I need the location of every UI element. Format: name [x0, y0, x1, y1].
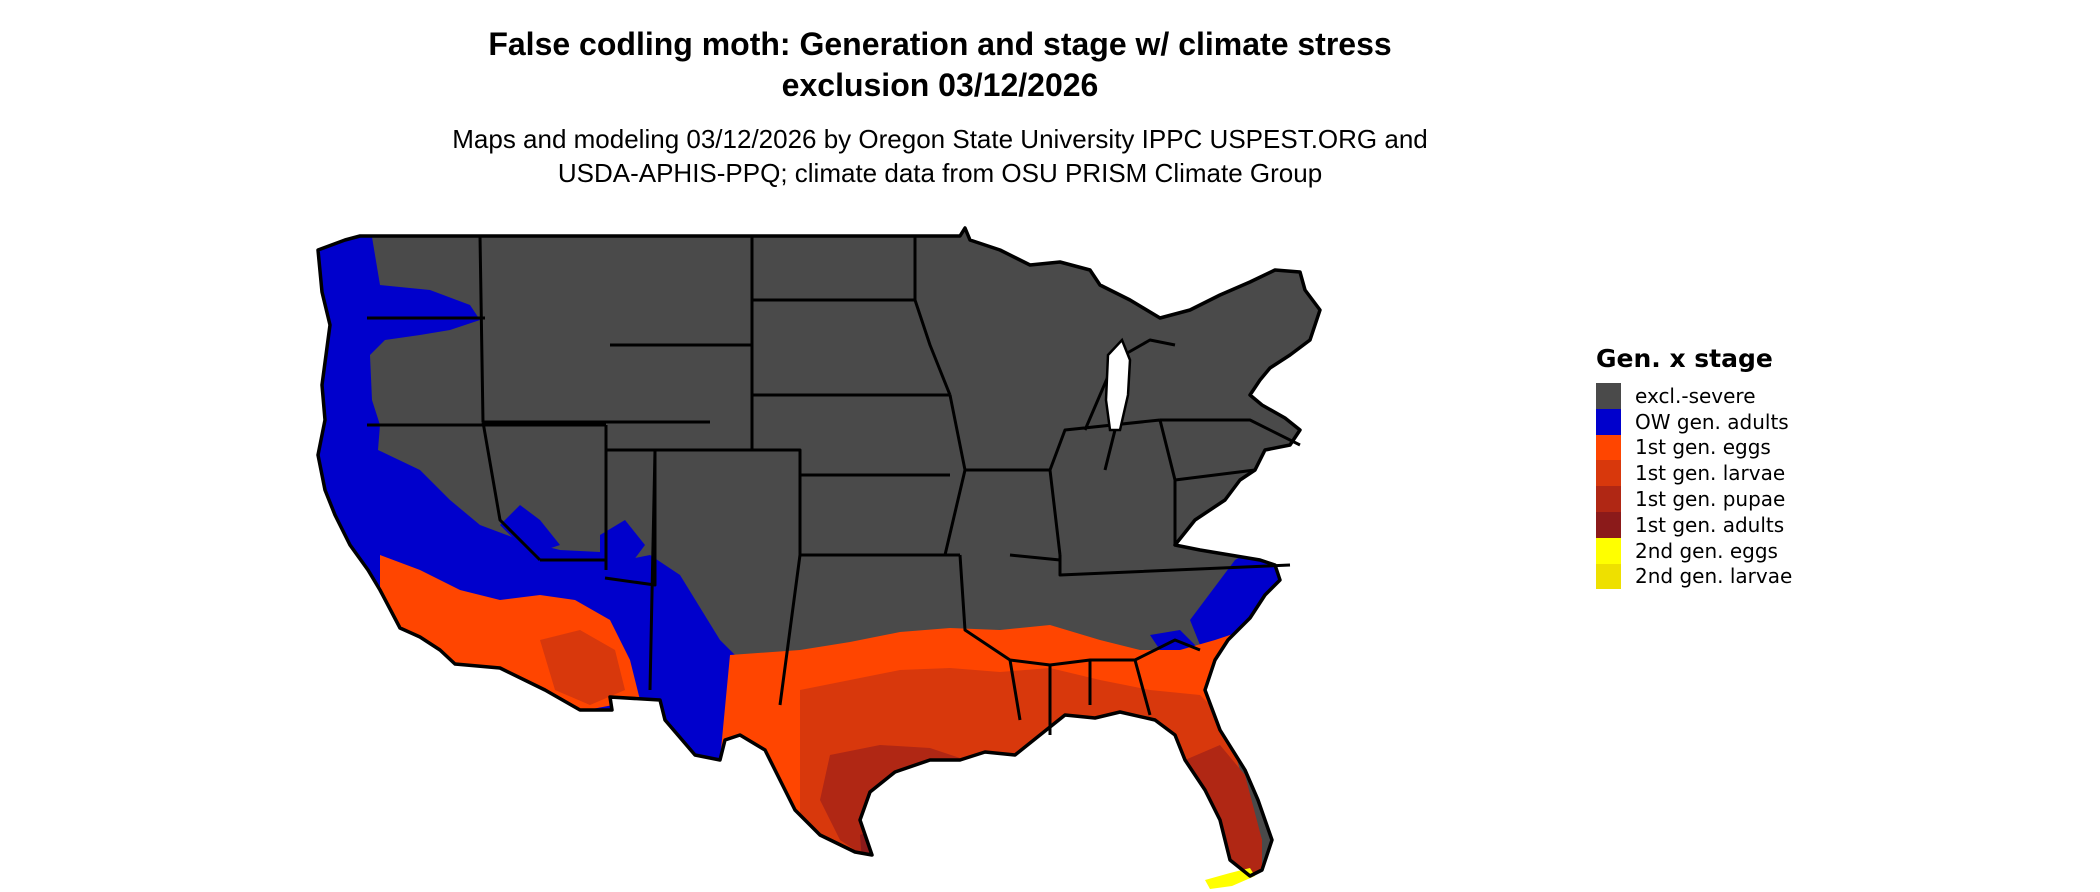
map-subtitle: Maps and modeling 03/12/2026 by Oregon S…	[0, 122, 1880, 190]
legend-item: excl.-severe	[1596, 383, 1792, 409]
legend-swatch	[1596, 434, 1621, 461]
ow-adults-nevada-blob	[500, 505, 560, 555]
legend-item: 1st gen. pupae	[1596, 486, 1792, 512]
legend-label: 1st gen. pupae	[1635, 487, 1786, 512]
first-gen-larvae-arizona-region	[540, 630, 625, 705]
legend-swatch	[1596, 511, 1621, 538]
legend-label: 1st gen. adults	[1635, 512, 1785, 537]
legend-label: 1st gen. eggs	[1635, 435, 1771, 460]
ow-adults-arizona-blob	[600, 520, 645, 565]
legend-item: 1st gen. adults	[1596, 511, 1792, 538]
legend-swatch	[1596, 383, 1621, 409]
first-gen-pupae-texas-florida-region	[820, 745, 1262, 876]
legend-item: 1st gen. eggs	[1596, 434, 1792, 461]
map-subtitle-line2: USDA-APHIS-PPQ; climate data from OSU PR…	[557, 158, 1323, 188]
legend-items: excl.-severe OW gen. adults 1st gen. eggs 1…	[1596, 383, 1793, 590]
legend-label: 2nd gen. larvae	[1635, 564, 1793, 589]
legend-swatch	[1596, 563, 1621, 590]
legend-swatch	[1596, 486, 1621, 512]
legend-label: excl.-severe	[1635, 383, 1756, 408]
legend-swatch	[1596, 460, 1621, 487]
ow-adults-carolina-strip	[1190, 540, 1290, 670]
map-title-line2: exclusion 03/12/2026	[781, 67, 1099, 103]
legend-label: OW gen. adults	[1635, 409, 1789, 434]
state-borders	[367, 235, 1301, 735]
map-title-line1: False codling moth: Generation and stage…	[488, 26, 1392, 62]
legend-item: OW gen. adults	[1596, 408, 1792, 435]
legend-title: Gen. x stage	[1596, 344, 1773, 373]
lake-michigan	[1104, 337, 1132, 432]
legend-item: 1st gen. larvae	[1596, 460, 1792, 487]
second-gen-eggs-florida-keys	[1205, 868, 1255, 889]
legend-label: 2nd gen. eggs	[1635, 538, 1778, 563]
legend-item: 2nd gen. larvae	[1596, 563, 1793, 590]
legend: Gen. x stage excl.-severe OW gen. adults 1…	[1596, 344, 1793, 590]
legend-item: 2nd gen. eggs	[1596, 537, 1792, 564]
us-map	[316, 226, 1322, 889]
map-subtitle-line1: Maps and modeling 03/12/2026 by Oregon S…	[452, 124, 1428, 154]
legend-label: 1st gen. larvae	[1635, 461, 1786, 486]
legend-swatch	[1596, 408, 1621, 435]
legend-swatch	[1596, 537, 1621, 564]
map-title: False codling moth: Generation and stage…	[0, 24, 1880, 106]
